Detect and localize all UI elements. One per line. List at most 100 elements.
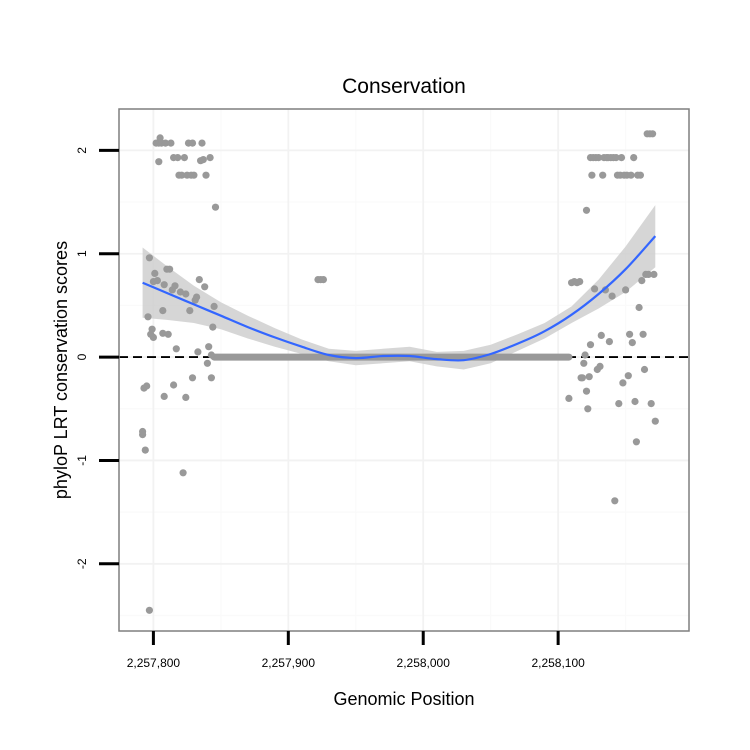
- data-point: [144, 313, 152, 321]
- x-tick-label: 2,257,900: [262, 656, 316, 670]
- y-tick-label: -2: [75, 558, 89, 569]
- data-point: [651, 417, 659, 425]
- data-point: [207, 374, 215, 382]
- data-point: [595, 154, 603, 162]
- y-tick-label: -1: [75, 455, 89, 466]
- data-point: [581, 351, 589, 359]
- data-point: [636, 171, 645, 179]
- data-point: [206, 154, 214, 162]
- x-tick-label: 2,257,800: [127, 656, 181, 670]
- data-point: [586, 341, 595, 349]
- data-point: [611, 497, 619, 505]
- data-point: [171, 282, 179, 290]
- data-point: [160, 281, 168, 289]
- panel-border: [118, 108, 690, 632]
- panel-background: [119, 109, 689, 631]
- data-point: [188, 139, 197, 147]
- data-point: [145, 606, 153, 614]
- data-point: [155, 158, 163, 166]
- data-point: [167, 139, 175, 147]
- data-point: [580, 359, 588, 367]
- data-point: [591, 285, 599, 293]
- y-tick-label: 0: [75, 353, 89, 360]
- data-point: [565, 394, 573, 402]
- data-point: [202, 171, 210, 179]
- data-point: [608, 292, 616, 300]
- data-point: [628, 339, 636, 347]
- data-point: [143, 382, 151, 390]
- data-point: [203, 359, 211, 367]
- data-point: [172, 345, 180, 353]
- data-point: [630, 154, 638, 162]
- y-axis-title: phyloP LRT conservation scores: [51, 241, 71, 499]
- data-point: [319, 276, 327, 284]
- data-point: [632, 438, 641, 446]
- data-point: [605, 338, 614, 346]
- data-point: [174, 154, 182, 162]
- data-point: [210, 302, 218, 310]
- data-point: [201, 283, 209, 291]
- data-point: [188, 374, 197, 382]
- data-point: [626, 330, 634, 338]
- data-point: [166, 265, 174, 273]
- data-point: [207, 351, 215, 359]
- data-point: [159, 307, 167, 315]
- data-point: [582, 206, 591, 214]
- data-point: [644, 270, 653, 278]
- data-point: [599, 171, 607, 179]
- data-point: [161, 139, 170, 147]
- data-point: [596, 362, 604, 370]
- data-point: [627, 171, 635, 179]
- x-tick-label: 2,258,000: [397, 656, 451, 670]
- data-point: [180, 154, 188, 162]
- chart-title: Conservation: [342, 75, 466, 98]
- data-point: [159, 329, 167, 337]
- data-point: [205, 343, 213, 351]
- data-point: [601, 286, 610, 294]
- data-point: [195, 276, 203, 284]
- x-axis-title: Genomic Position: [333, 689, 474, 709]
- data-point: [145, 254, 153, 262]
- data-point: [639, 330, 647, 338]
- data-point: [176, 288, 184, 296]
- data-point: [588, 171, 596, 179]
- data-point: [624, 372, 632, 380]
- data-point: [151, 269, 159, 277]
- data-point: [182, 290, 190, 298]
- data-point: [209, 323, 217, 331]
- data-point: [650, 270, 658, 278]
- data-point: [615, 400, 623, 408]
- data-point: [631, 397, 639, 406]
- smooth-fit-line: [142, 235, 657, 362]
- y-axis: -2 -1 0 1 2: [75, 147, 119, 569]
- data-point: [186, 307, 194, 315]
- data-point: [182, 393, 190, 401]
- data-point: [582, 387, 591, 395]
- data-point: [635, 303, 643, 312]
- data-point: [584, 405, 592, 413]
- data-point: [190, 171, 198, 179]
- smooth-line-layer: [142, 235, 657, 362]
- data-point: [199, 156, 207, 164]
- data-point: [640, 365, 649, 374]
- x-axis: 2,257,800 2,257,900 2,258,000 2,258,100: [127, 631, 585, 670]
- data-point: [141, 446, 149, 454]
- y-tick-label: 1: [75, 250, 89, 257]
- data-point: [612, 154, 620, 162]
- data-point: [585, 373, 593, 381]
- data-point: [170, 381, 178, 389]
- x-tick-label: 2,258,100: [531, 656, 585, 670]
- data-point: [649, 130, 657, 138]
- confidence-band: [142, 205, 656, 370]
- data-point: [647, 400, 655, 408]
- data-point: [179, 469, 187, 477]
- confidence-band-layer: [142, 205, 656, 370]
- data-point: [211, 203, 220, 211]
- data-point: [178, 171, 186, 179]
- data-point: [638, 277, 646, 285]
- data-point: [149, 333, 157, 341]
- plot-area: [118, 108, 690, 632]
- data-point: [148, 325, 156, 333]
- data-point: [194, 348, 202, 356]
